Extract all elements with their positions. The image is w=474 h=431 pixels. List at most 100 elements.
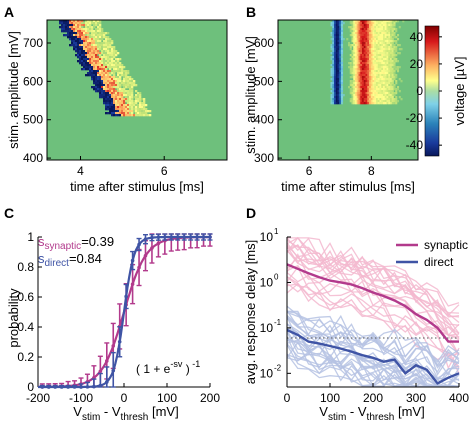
heatmap-b-cell — [365, 94, 368, 97]
heatmap-b-cell — [383, 76, 386, 79]
heatmap-a-cell — [115, 114, 118, 117]
heatmap-a-cell — [95, 24, 98, 27]
heatmap-b-cell — [358, 38, 361, 41]
heatmap-b-cell — [334, 78, 337, 81]
heatmap-a-cell — [117, 90, 120, 93]
heatmap-a-cell — [97, 72, 100, 75]
heatmap-a-cell — [123, 86, 126, 89]
heatmap-a-cell — [105, 88, 108, 91]
heatmap-b-cell — [384, 64, 387, 67]
heatmap-a-cell — [91, 70, 94, 73]
heatmap-b-cell — [360, 78, 363, 81]
heatmap-a-cell — [103, 56, 106, 59]
x-tick-label: 6 — [306, 164, 313, 178]
heatmap-a-cell — [123, 76, 126, 79]
heatmap-b-cell — [356, 62, 359, 65]
legend-synaptic-label: synaptic — [424, 238, 468, 252]
heatmap-b-cell — [341, 54, 344, 57]
heatmap-b-cell — [390, 88, 393, 91]
heatmap-a-cell — [75, 44, 78, 47]
heatmap-b-cell — [384, 32, 387, 35]
heatmap-b-cell — [356, 74, 359, 77]
heatmap-b-cell — [381, 30, 384, 33]
heatmap-b-cell — [397, 34, 400, 37]
heatmap-a-cell — [117, 70, 120, 73]
heatmap-a-cell — [111, 106, 114, 109]
direct-data-point — [150, 235, 154, 240]
heatmap-b-cell — [356, 80, 359, 83]
heatmap-b-cell — [360, 94, 363, 97]
heatmap-b-cell — [388, 98, 391, 101]
heatmap-b-cell — [334, 40, 337, 43]
heatmap-b-cell — [339, 58, 342, 61]
heatmap-b-cell — [374, 36, 377, 39]
heatmap-b-cell — [370, 92, 373, 95]
heatmap-a-cell — [91, 40, 94, 43]
heatmap-b-cell — [367, 44, 370, 47]
heatmap-b-cell — [384, 98, 387, 101]
heatmap-b-cell — [360, 82, 363, 85]
heatmap-b-cell — [362, 58, 365, 61]
heatmap-b-cell — [351, 44, 354, 47]
heatmap-b-cell — [360, 60, 363, 63]
heatmap-a-cell — [105, 80, 108, 83]
heatmap-b-cell — [341, 40, 344, 43]
heatmap-b-cell — [377, 84, 380, 87]
heatmap-a-cell — [107, 92, 110, 95]
heatmap-b-cell — [376, 46, 379, 49]
heatmap-b-cell — [365, 36, 368, 39]
heatmap-b-cell — [369, 68, 372, 71]
heatmap-b-cell — [381, 84, 384, 87]
heatmap-b-cell — [388, 64, 391, 67]
heatmap-a-cell — [63, 34, 66, 37]
heatmap-b-cell — [393, 88, 396, 91]
heatmap-b-cell — [369, 86, 372, 89]
heatmap-a-cell — [117, 82, 120, 85]
heatmap-b-cell — [356, 100, 359, 103]
heatmap-b-cell — [337, 32, 340, 35]
heatmap-b-cell — [355, 88, 358, 91]
heatmap-a-cell — [71, 22, 74, 25]
heatmap-b-cell — [330, 58, 333, 61]
heatmap-a-cell — [89, 66, 92, 69]
heatmap-b-cell — [356, 96, 359, 99]
heatmap-b-cell — [358, 74, 361, 77]
direct-data-point — [72, 385, 77, 389]
heatmap-a-cell — [125, 90, 128, 93]
heatmap-a-cell — [67, 28, 70, 31]
heatmap-a-cell — [101, 68, 104, 71]
heatmap-a-cell — [113, 74, 116, 77]
heatmap-a-cell — [81, 24, 84, 27]
heatmap-a-cell — [99, 58, 102, 61]
heatmap-a-cell — [75, 50, 78, 53]
heatmap-b-cell — [363, 56, 366, 59]
heatmap-b-cell — [337, 24, 340, 27]
heatmap-a-cell — [101, 38, 104, 41]
heatmap-a-cell — [135, 94, 138, 97]
heatmap-a-cell — [113, 110, 116, 113]
heatmap-b-cell — [374, 74, 377, 77]
heatmap-b-cell — [349, 90, 352, 93]
heatmap-a-cell — [81, 56, 84, 59]
heatmap-b-cell — [353, 66, 356, 69]
y-tick-label: 1 — [27, 230, 34, 244]
heatmap-a-cell — [83, 42, 86, 45]
heatmap-b-cell — [376, 60, 379, 63]
heatmap-b-cell — [374, 80, 377, 83]
heatmap-b-cell — [341, 76, 344, 79]
heatmap-a-cell — [123, 112, 126, 115]
heatmap-b-cell — [365, 20, 368, 23]
heatmap-b-cell — [334, 32, 337, 35]
heatmap-b-cell — [390, 46, 393, 49]
synaptic-individual-trace — [286, 244, 460, 326]
heatmap-a-cell — [105, 36, 108, 39]
heatmap-b-cell — [370, 26, 373, 29]
heatmap-a-cell — [117, 86, 120, 89]
heatmap-b-cell — [379, 60, 382, 63]
heatmap-b-cell — [374, 96, 377, 99]
heatmap-a-cell — [119, 106, 122, 109]
heatmap-a-cell — [75, 38, 78, 41]
heatmap-b-cell — [377, 62, 380, 65]
heatmap-b-cell — [370, 102, 373, 105]
heatmap-b-cell — [358, 56, 361, 59]
